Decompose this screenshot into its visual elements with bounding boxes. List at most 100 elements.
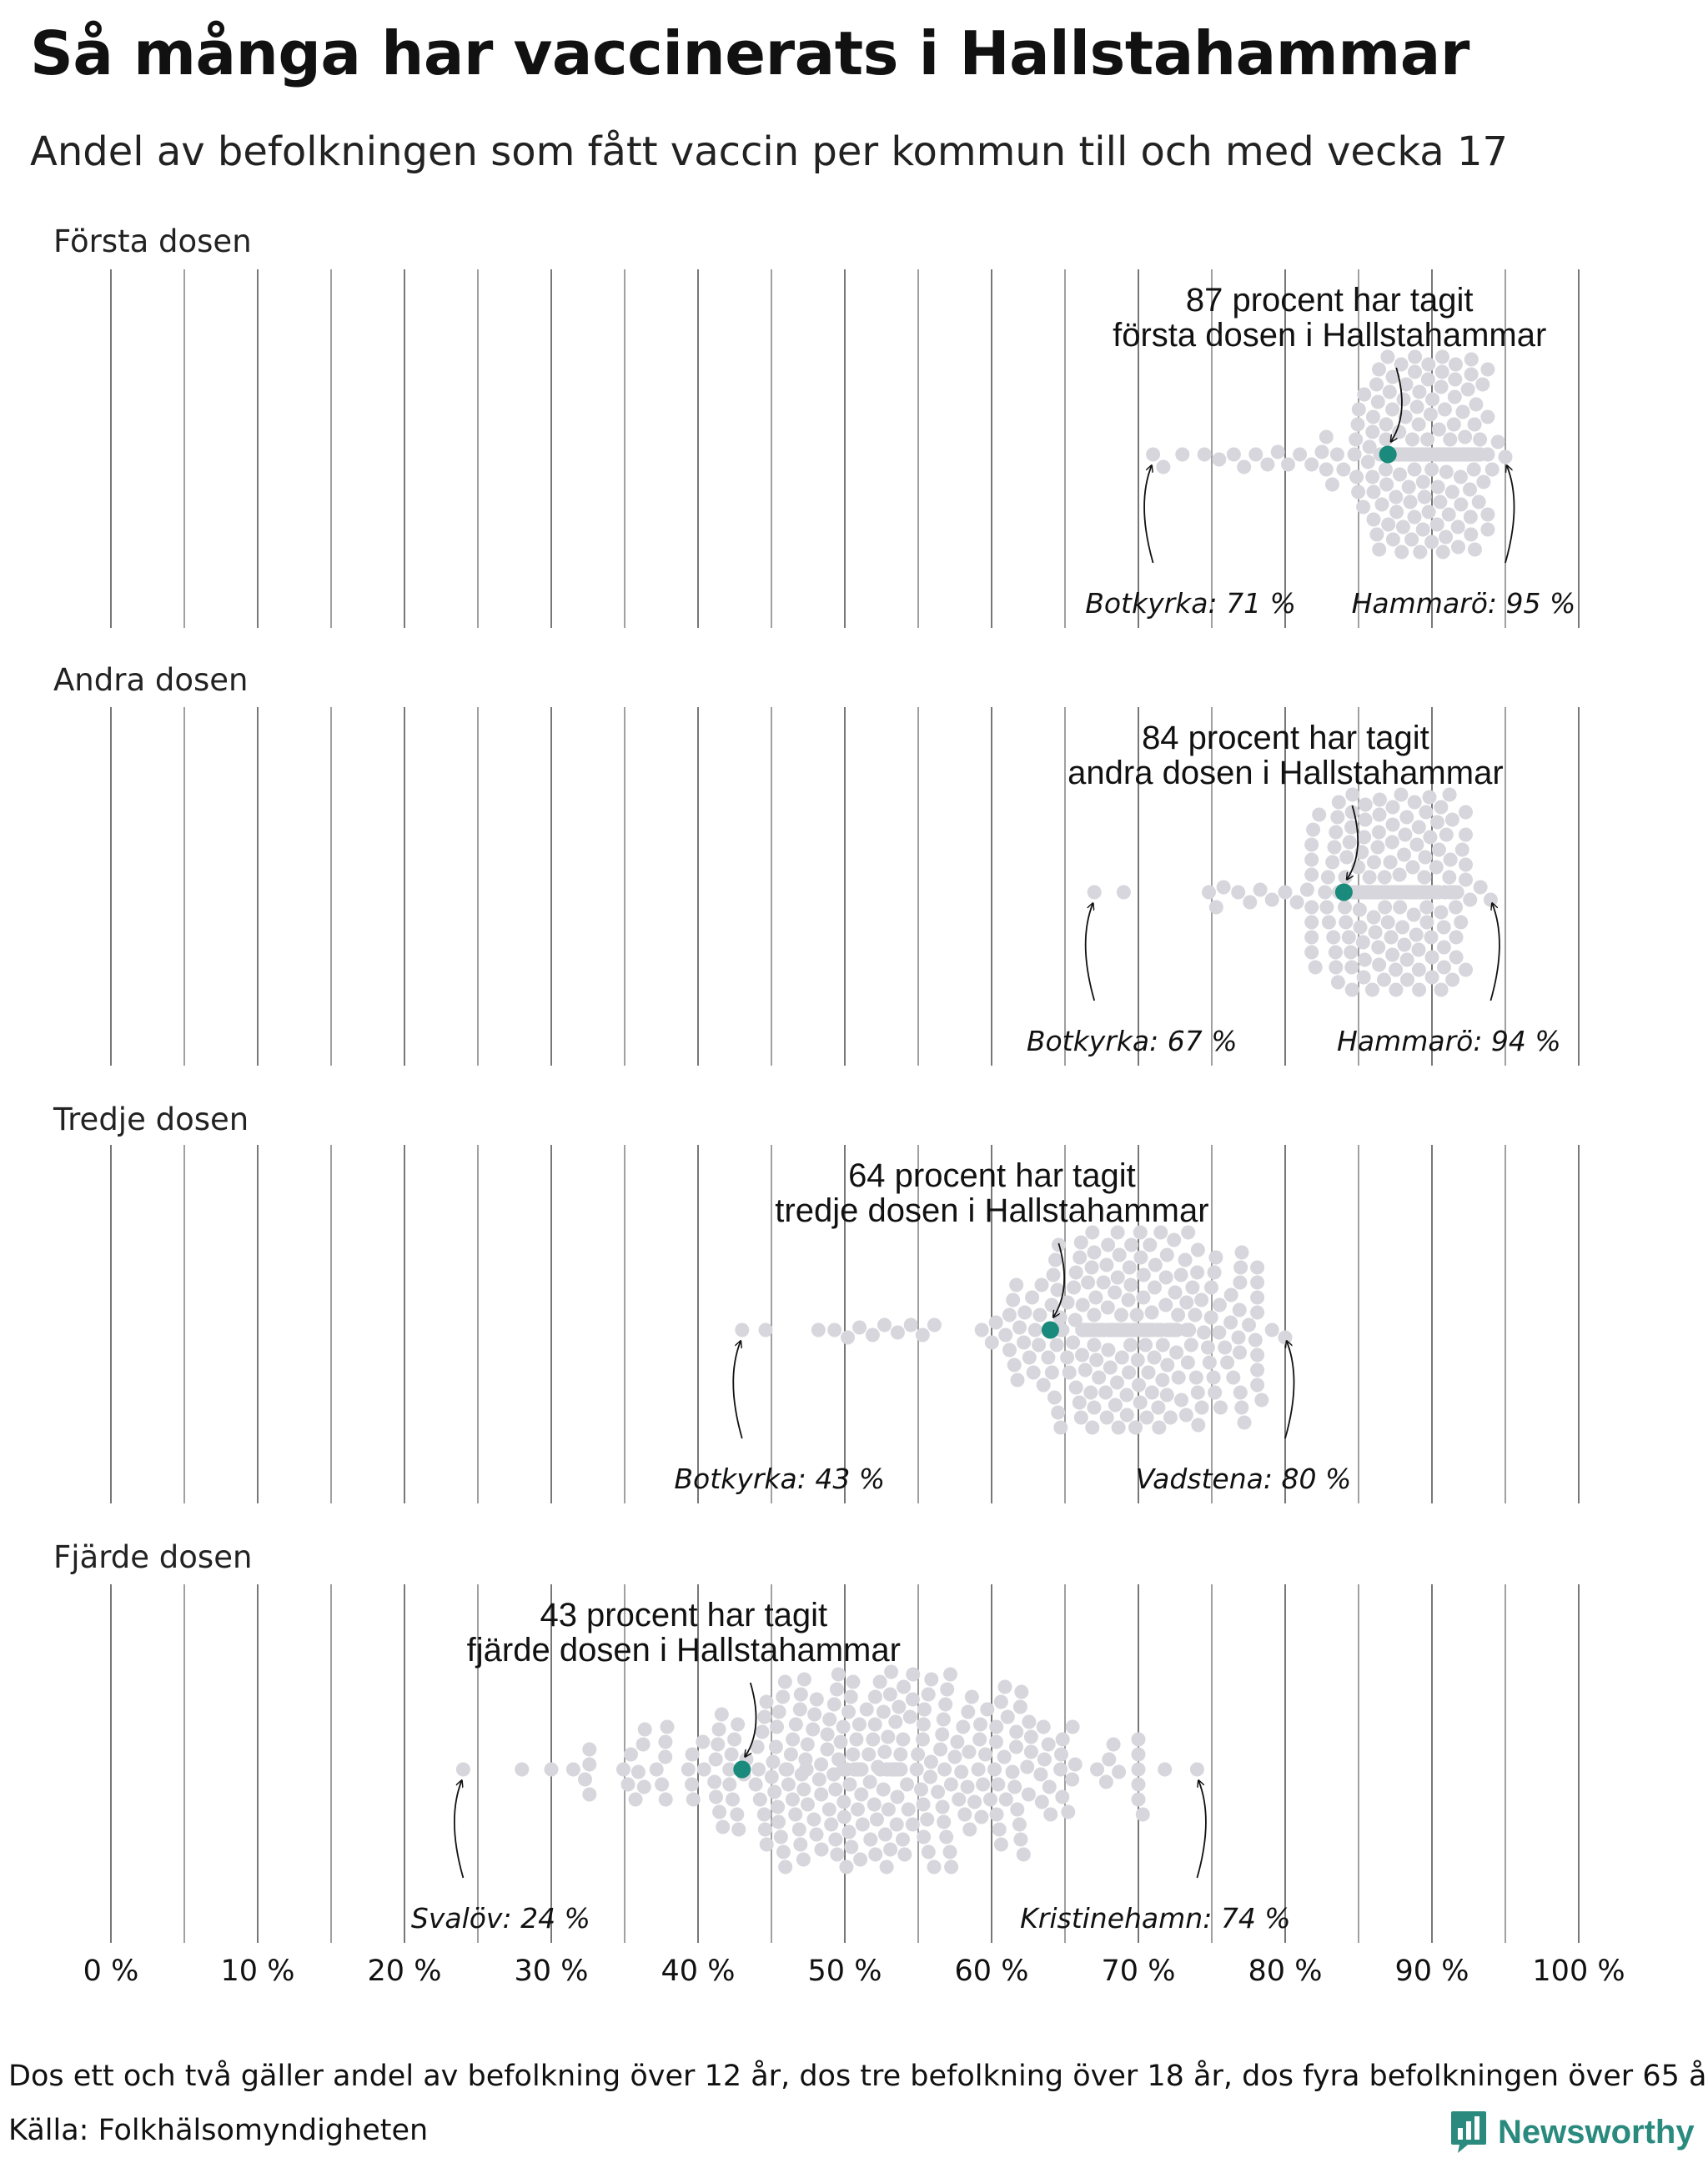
municipality-dot [796, 1852, 811, 1867]
municipality-dot [1017, 1305, 1032, 1320]
municipality-dot [1407, 795, 1422, 810]
municipality-dot [863, 1832, 878, 1847]
municipality-dot [997, 1679, 1012, 1694]
municipality-dot [1441, 507, 1456, 522]
municipality-dot [1413, 545, 1428, 560]
panel-label-dose-4: Fjärde dosen [53, 1539, 253, 1575]
municipality-dot [1379, 432, 1394, 447]
municipality-dot [780, 1762, 795, 1777]
max-label: Vadstena: 80 % [1136, 1463, 1352, 1495]
municipality-dot [658, 1792, 673, 1807]
brand[interactable]: Newsworthy [1449, 2110, 1695, 2155]
municipality-dot [1385, 817, 1400, 832]
municipality-dot [915, 1327, 930, 1342]
municipality-dot [1053, 1762, 1068, 1777]
municipality-dot [766, 1754, 781, 1769]
municipality-dot [1411, 417, 1426, 432]
municipality-dot [1385, 402, 1400, 417]
municipality-dot [1190, 1385, 1205, 1400]
municipality-dot [1355, 935, 1370, 950]
municipality-dot [1362, 870, 1377, 885]
municipality-dot [1112, 1764, 1127, 1779]
municipality-dot [777, 1674, 792, 1689]
municipality-dot [1411, 942, 1426, 957]
min-label: Botkyrka: 67 % [1027, 1025, 1238, 1057]
municipality-dot [781, 1777, 796, 1792]
municipality-dot [1278, 885, 1293, 900]
municipality-dot [1101, 1237, 1116, 1252]
municipality-dot [973, 1717, 987, 1732]
municipality-dot [1068, 1757, 1083, 1772]
municipality-dot [1484, 462, 1500, 477]
municipality-dot [1048, 1252, 1062, 1267]
municipality-dot [1314, 444, 1329, 459]
municipality-dot [1135, 1807, 1150, 1822]
municipality-dot [1055, 1732, 1070, 1747]
municipality-dot [1124, 1237, 1139, 1252]
municipality-dot [786, 1732, 801, 1747]
municipality-dot [1041, 1737, 1056, 1752]
highlight-annotation: 87 procent har tagit första dosen i Halls… [1113, 282, 1546, 354]
municipality-dot [862, 1747, 877, 1762]
panel-label-dose-2: Andra dosen [53, 662, 249, 698]
municipality-dot [896, 1832, 910, 1847]
municipality-dot [1061, 1804, 1076, 1819]
municipality-dot [917, 1702, 932, 1717]
municipality-dot [1234, 1400, 1249, 1415]
municipality-dot [1200, 1340, 1215, 1355]
municipality-dot [1460, 382, 1475, 397]
municipality-dot [771, 1704, 786, 1719]
municipality-dot [1099, 1410, 1114, 1425]
municipality-dot [1407, 509, 1422, 524]
municipality-dot [967, 1794, 982, 1809]
municipality-dot [1385, 532, 1400, 547]
municipality-dot [1443, 852, 1458, 867]
municipality-dot [1122, 1365, 1137, 1380]
municipality-dot [943, 1667, 957, 1682]
municipality-dot [658, 1734, 673, 1749]
municipality-dot [1066, 1335, 1081, 1350]
x-tick-label: 90 % [1395, 1955, 1469, 1988]
municipality-dot [846, 1747, 861, 1762]
municipality-dot [936, 1712, 951, 1727]
municipality-dot [1392, 867, 1407, 882]
municipality-dot [814, 1757, 829, 1772]
municipality-dot [1182, 1322, 1197, 1337]
municipality-dot [1159, 1247, 1174, 1262]
municipality-dot [901, 1802, 916, 1817]
municipality-dot [776, 1689, 791, 1704]
municipality-dot [841, 1824, 857, 1839]
municipality-dot [1424, 930, 1439, 945]
municipality-dot [1422, 790, 1437, 805]
municipality-dot [1188, 1307, 1203, 1322]
municipality-dot [1060, 1295, 1075, 1310]
municipality-dot [801, 1797, 815, 1812]
municipality-dot [1424, 462, 1439, 477]
municipality-dot [1087, 1400, 1102, 1415]
municipality-dot [758, 1322, 773, 1337]
municipality-dot [1338, 900, 1352, 915]
municipality-dot [1384, 930, 1399, 945]
municipality-dot [1394, 787, 1409, 802]
municipality-dot [1421, 357, 1436, 372]
municipality-dot [1129, 1307, 1144, 1322]
municipality-dot [1411, 962, 1426, 977]
x-axis-ticks: 0 % 10 % 20 % 30 % 40 % 50 % 60 % 70 % 80 % 90 % 1… [83, 1955, 1625, 1988]
municipality-dot [1202, 885, 1216, 900]
municipality-dot [1409, 927, 1424, 942]
municipality-dot [767, 1784, 782, 1799]
municipality-dot [1420, 372, 1435, 387]
municipality-dot [1459, 872, 1473, 887]
municipality-dot [1075, 1347, 1089, 1363]
municipality-dot [1188, 1370, 1203, 1385]
highlight-arrow [1391, 367, 1403, 441]
gridlines [110, 269, 1580, 1943]
municipality-dot [1083, 1385, 1098, 1400]
municipality-dot [1455, 404, 1470, 419]
municipality-dot [1423, 830, 1438, 845]
municipality-dot [836, 1794, 851, 1809]
municipality-dot [1473, 432, 1488, 447]
municipality-dot [1372, 542, 1387, 557]
municipality-dot [1212, 1325, 1227, 1340]
municipality-dot [1231, 1330, 1246, 1345]
